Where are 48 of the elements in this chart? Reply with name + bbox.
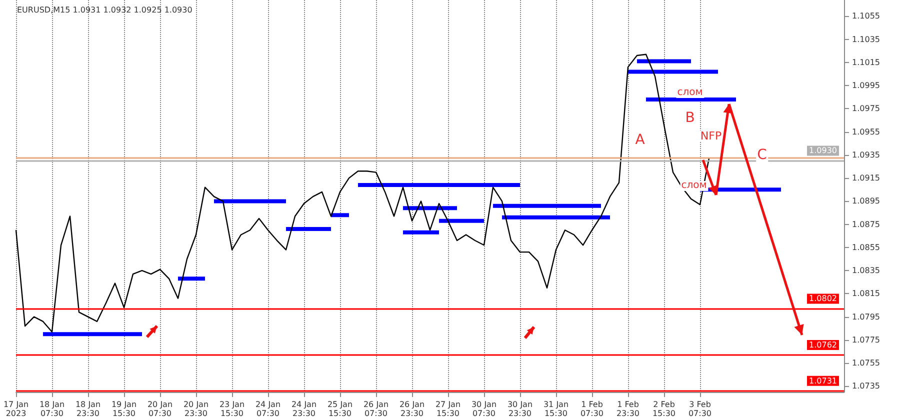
text: EURUSD,M15 1.0931 1.0932 1.0925 1.0930 <box>17 6 192 14</box>
y-tick-label: 1.0935 <box>852 150 880 160</box>
x-tick-label: 19 Jan 15:30 <box>111 400 137 418</box>
y-tick-label: 1.0815 <box>852 289 880 298</box>
y-tick-label: 1.0755 <box>852 358 880 368</box>
x-tick-label: 17 Jan 2023 <box>3 400 29 418</box>
x-tick-label: 24 Jan 23:30 <box>291 400 317 418</box>
y-tick-label: 1.1015 <box>852 58 880 67</box>
ref-line-label: 1.0731 <box>809 376 837 386</box>
y-tick-label: 1.0955 <box>852 127 880 136</box>
x-tick-label: 24 Jan 07:30 <box>255 400 281 418</box>
y-tick-label: 1.0835 <box>852 266 880 276</box>
x-tick-label: 26 Jan 07:30 <box>363 400 389 418</box>
x-tick-label: 23 Jan 15:30 <box>219 400 245 418</box>
y-tick-label: 1.0775 <box>852 335 880 344</box>
x-tick-label: 26 Jan 23:30 <box>399 400 425 418</box>
y-tick-label: 1.0795 <box>852 312 880 322</box>
annotation: слом <box>676 87 704 98</box>
x-tick-label: 3 Feb 07:30 <box>688 400 712 418</box>
x-tick-label: 30 Jan 23:30 <box>507 400 533 418</box>
y-tick-label: 1.0895 <box>852 196 880 206</box>
y-tick-label: 1.0915 <box>852 174 880 183</box>
x-tick-label: 18 Jan 07:30 <box>39 400 65 418</box>
annotation: слом <box>680 180 708 191</box>
ref-line-label: 1.0802 <box>809 294 837 304</box>
y-tick-label: 1.0875 <box>852 220 880 229</box>
x-tick-label: 1 Feb 23:30 <box>616 400 640 418</box>
x-tick-label: 31 Jan 15:30 <box>543 400 569 418</box>
x-tick-label: 25 Jan 15:30 <box>327 400 353 418</box>
y-tick-label: 1.0995 <box>852 81 880 90</box>
y-tick-label: 1.0855 <box>852 242 880 252</box>
y-tick-label: 1.1055 <box>852 12 880 21</box>
y-tick-label: 1.0735 <box>852 382 880 391</box>
x-tick-label: 27 Jan 15:30 <box>435 400 461 418</box>
annotation: C <box>756 147 768 163</box>
annotation: A <box>634 132 646 148</box>
x-tick-label: 18 Jan 23:30 <box>75 400 101 418</box>
ref-line-label: 1.0930 <box>809 146 837 156</box>
y-tick-label: 1.0975 <box>852 104 880 114</box>
annotation: B <box>684 110 696 126</box>
x-tick-label: 2 Feb 15:30 <box>652 400 676 418</box>
x-tick-label: 20 Jan 07:30 <box>147 400 173 418</box>
ref-line-label: 1.0762 <box>809 340 837 350</box>
annotation: NFP <box>699 130 723 142</box>
x-tick-label: 20 Jan 23:30 <box>183 400 209 418</box>
y-tick-label: 1.1035 <box>852 34 880 44</box>
x-tick-label: 1 Feb 07:30 <box>580 400 604 418</box>
x-tick-label: 30 Jan 07:30 <box>471 400 497 418</box>
